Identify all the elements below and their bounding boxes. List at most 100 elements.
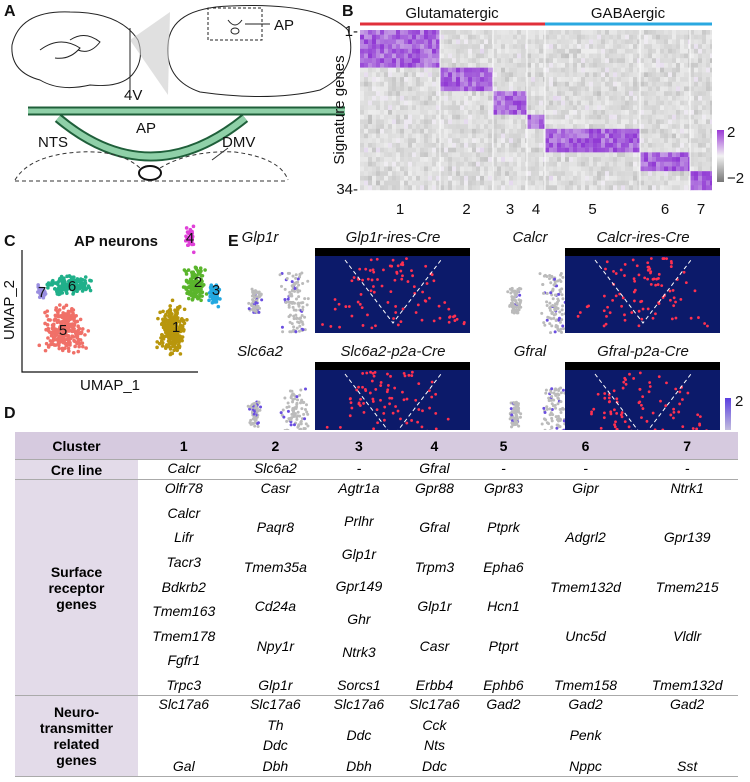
heatmap-cell xyxy=(392,143,396,148)
heatmap-cell xyxy=(549,91,553,96)
heatmap-cell xyxy=(601,30,605,35)
heatmap-cell xyxy=(376,91,380,96)
heatmap-cell xyxy=(694,166,698,171)
heatmap-cell xyxy=(629,171,633,176)
heatmap-cell xyxy=(472,68,476,73)
heatmap-cell xyxy=(436,181,440,186)
heatmap-cell xyxy=(672,185,676,190)
heatmap-cell xyxy=(424,44,428,49)
heatmap-cell xyxy=(448,162,452,167)
heatmap-cell xyxy=(388,176,392,181)
heatmap-cell xyxy=(484,129,488,134)
heatmap-cell xyxy=(549,185,553,190)
heatmap-cell xyxy=(694,134,698,139)
heatmap-cell xyxy=(585,124,589,129)
group-label: Glutamatergic xyxy=(405,5,499,22)
heatmap-cell xyxy=(702,157,706,162)
heatmap-cell xyxy=(436,49,440,54)
heatmap-cell xyxy=(408,124,412,129)
heatmap-cell xyxy=(468,58,472,63)
cell-signal xyxy=(439,317,442,320)
heatmap-cell xyxy=(561,115,565,120)
cell-signal xyxy=(361,372,364,375)
heatmap-cell xyxy=(609,119,613,124)
heatmap-cell xyxy=(464,162,468,167)
heatmap-cell xyxy=(561,148,565,153)
heatmap-cell xyxy=(613,96,617,101)
heatmap-cell xyxy=(428,68,432,73)
heatmap-cell xyxy=(428,44,432,49)
heatmap-cell xyxy=(581,30,585,35)
heatmap-cell xyxy=(521,134,525,139)
heatmap-cell xyxy=(404,96,408,101)
heatmap-cell xyxy=(436,30,440,35)
heatmap-cell xyxy=(517,30,521,35)
heatmap-cell xyxy=(664,143,668,148)
heatmap-cell xyxy=(621,134,625,139)
cell-signal xyxy=(405,257,408,260)
heatmap-cell xyxy=(710,91,712,96)
cell-signal xyxy=(405,422,408,425)
heatmap-cell xyxy=(372,39,376,44)
heatmap-cell xyxy=(561,72,565,77)
heatmap-cell xyxy=(424,181,428,186)
heatmap-cell xyxy=(644,166,648,171)
heatmap-cell xyxy=(613,166,617,171)
heatmap-cell xyxy=(557,91,561,96)
heatmap-cell xyxy=(621,115,625,120)
heatmap-cell xyxy=(605,119,609,124)
heatmap-cell xyxy=(668,72,672,77)
heatmap-cell xyxy=(452,49,456,54)
heatmap-cell xyxy=(408,39,412,44)
heatmap-cell xyxy=(664,63,668,68)
heatmap-cell xyxy=(456,91,460,96)
heatmap-cell xyxy=(497,39,501,44)
heatmap-cell xyxy=(420,68,424,73)
heatmap-cell xyxy=(617,124,621,129)
heatmap-cell xyxy=(388,162,392,167)
heatmap-cell xyxy=(545,138,549,143)
heatmap-cell xyxy=(597,185,601,190)
heatmap-cell xyxy=(505,134,509,139)
heatmap-cell xyxy=(535,58,539,63)
heatmap-cell xyxy=(521,162,525,167)
heatmap-cell xyxy=(472,82,476,87)
heatmap-cell xyxy=(440,171,444,176)
umap-point xyxy=(79,318,83,322)
heatmap-cell xyxy=(428,119,432,124)
heatmap-cell xyxy=(531,171,535,176)
heatmap-cell xyxy=(648,181,652,186)
heatmap-cell xyxy=(613,58,617,63)
heatmap-cell xyxy=(573,101,577,106)
heatmap-cell xyxy=(460,143,464,148)
heatmap-cell xyxy=(460,148,464,153)
heatmap-cell xyxy=(480,96,484,101)
heatmap-cell xyxy=(388,143,392,148)
heatmap-cell xyxy=(601,96,605,101)
heatmap-cell xyxy=(652,35,656,40)
heatmap-cell xyxy=(652,44,656,49)
heatmap-cell xyxy=(694,44,698,49)
heatmap-cell xyxy=(684,157,688,162)
heatmap-cell xyxy=(660,171,664,176)
heatmap-cell xyxy=(644,91,648,96)
heatmap-cell xyxy=(535,115,539,120)
heatmap-cell xyxy=(706,185,710,190)
heatmap-cell xyxy=(432,110,436,115)
heatmap-cell xyxy=(440,124,444,129)
heatmap-cell xyxy=(557,143,561,148)
umap-point xyxy=(199,269,203,273)
cell-signal xyxy=(401,274,404,277)
heatmap-cell xyxy=(694,110,698,115)
heatmap-cell xyxy=(577,124,581,129)
heatmap-cell xyxy=(513,91,517,96)
heatmap-cell xyxy=(364,124,368,129)
heatmap-cell xyxy=(601,166,605,171)
heatmap-cell xyxy=(488,30,492,35)
heatmap-cell xyxy=(668,54,672,59)
heatmap-cell xyxy=(569,166,573,171)
heatmap-cell xyxy=(412,143,416,148)
heatmap-cell xyxy=(668,101,672,106)
heatmap-cell xyxy=(404,162,408,167)
umap-point xyxy=(550,324,553,327)
